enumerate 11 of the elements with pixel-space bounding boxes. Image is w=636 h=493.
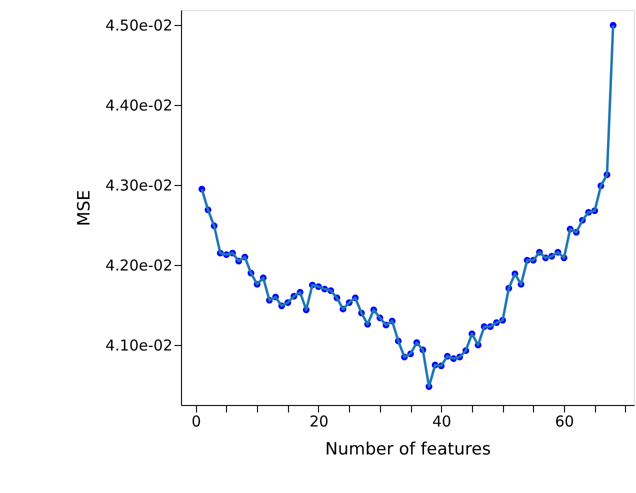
y-tick-label: 4.50e-02 [105, 16, 172, 35]
x-tick-label: 20 [309, 412, 329, 430]
x-tick-label: 0 [191, 412, 202, 430]
x-tick-label: 60 [554, 412, 574, 430]
x-axis-title: Number of features [325, 440, 491, 460]
x-tick-label: 40 [432, 412, 452, 430]
y-tick-label: 4.40e-02 [105, 96, 172, 115]
y-tick-label: 4.30e-02 [105, 176, 172, 195]
y-tick-label: 4.20e-02 [105, 256, 172, 275]
y-tick-label: 4.10e-02 [105, 336, 172, 355]
y-axis-title: MSE [74, 190, 94, 226]
